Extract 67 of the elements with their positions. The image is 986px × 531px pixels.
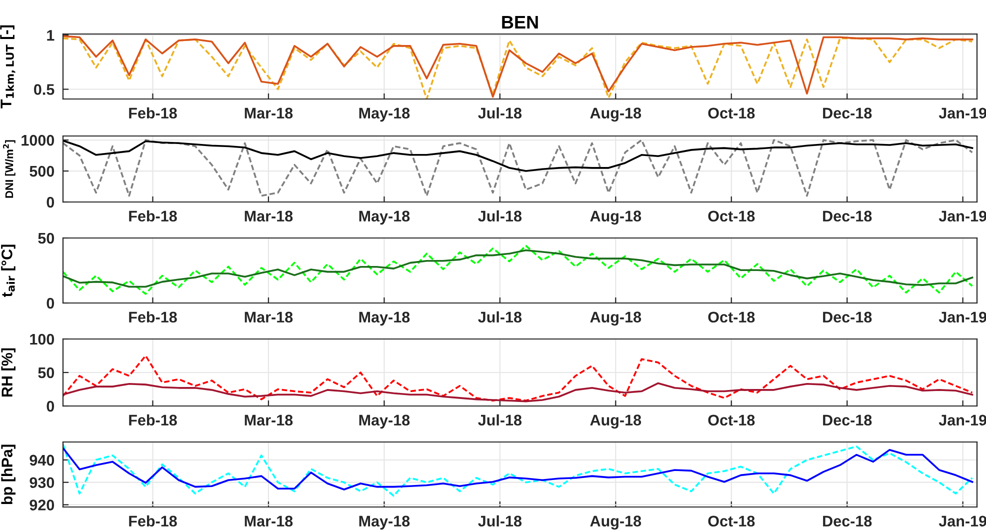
y-tick-label: 100 [30,334,54,345]
chart-title: BEN [502,16,538,28]
y-tick-label: 500 [30,166,54,177]
x-tick-label: Jul-18 [478,311,522,323]
x-tick-label: Mar-18 [244,312,293,323]
line-series [63,443,974,497]
line-series [63,139,974,197]
y-tick-label: 50 [38,232,54,244]
x-tick-label: Jul-18 [478,515,522,527]
y-tick-label: 1 [47,30,54,41]
y-axis-title: bp [hPa] [1,444,16,504]
x-tick-label: Jul-18 [478,210,522,222]
x-tick-label: Mar-18 [244,516,293,527]
x-tick-label: Aug-18 [590,108,642,122]
x-tick-label: Dec-18 [823,210,872,222]
x-tick-label: Feb-18 [129,515,177,527]
line-series [63,382,974,402]
x-tick-label: Oct-18 [708,210,755,222]
y-tick-label: 0 [46,298,54,309]
x-tick-label: Dec-18 [823,516,872,527]
y-tick-label: 0 [46,400,54,412]
x-tick-label: Jan-19 [938,414,986,426]
x-tick-label: Jul-18 [478,414,522,426]
y-tick-label: 940 [30,454,54,466]
x-tick-label: Mar-18 [244,210,293,222]
x-tick-label: May-18 [359,108,410,122]
y-axis-title: DNI [W/m$^{2}$] [3,140,16,198]
y-tick-label: 920 [30,500,54,510]
x-tick-label: Feb-18 [129,311,177,323]
y-axis-title: t$_{air}$ [°C] [1,244,16,298]
y-tick-label: 50 [38,367,54,378]
x-tick-label: Jan-19 [938,312,986,323]
x-tick-label: May-18 [359,516,410,530]
x-tick-label: Aug-18 [590,312,642,326]
line-series [63,354,974,402]
x-tick-label: Aug-18 [590,210,642,225]
x-tick-label: Dec-18 [823,108,872,119]
x-tick-label: Dec-18 [823,414,872,426]
x-tick-label: Oct-18 [708,516,755,527]
x-tick-label: Mar-18 [244,414,293,426]
x-tick-label: May-18 [359,414,410,429]
x-tick-label: Jan-19 [938,516,986,527]
x-tick-label: Aug-18 [590,414,642,429]
x-tick-label: Oct-18 [708,108,755,119]
x-tick-label: Jan-19 [938,210,986,222]
y-tick-label: 1000 [22,134,54,146]
line-series [63,249,974,288]
y-tick-label: 930 [30,477,54,488]
y-axis-title: T$_{1km,LUT}$ [-] [0,25,16,108]
line-series [63,140,974,172]
x-tick-label: Mar-18 [244,108,293,119]
x-tick-label: May-18 [359,312,410,326]
x-tick-label: Feb-18 [129,414,177,426]
x-tick-label: Aug-18 [590,516,642,530]
x-tick-label: Feb-18 [129,210,177,222]
x-tick-label: Oct-18 [708,414,755,426]
line-series [63,447,974,490]
x-tick-label: Jan-19 [938,108,986,119]
x-tick-label: Feb-18 [129,107,177,119]
y-axis-title: RH [%] [1,348,16,397]
x-tick-label: Dec-18 [823,312,872,323]
x-tick-label: Oct-18 [708,312,755,323]
line-series [63,244,974,295]
x-tick-label: Jul-18 [478,107,522,119]
y-tick-label: 0.5 [34,84,54,95]
x-tick-label: May-18 [359,210,410,225]
y-tick-label: 0 [46,196,54,208]
